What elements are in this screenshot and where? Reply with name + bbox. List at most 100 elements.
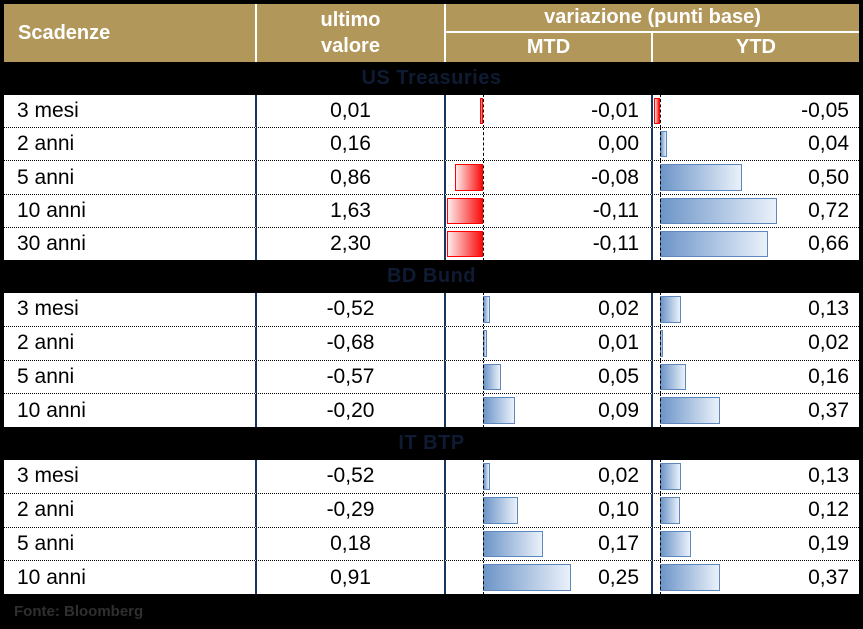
ytd-value: 0,04 — [808, 132, 849, 156]
ytd-value: 0,19 — [808, 531, 849, 555]
ytd-cell: -0,05 — [651, 95, 859, 128]
mtd-value: 0,25 — [598, 565, 639, 589]
table-row: 10 anni -0,20 0,09 0,37 — [4, 393, 859, 427]
maturity-label: 2 anni — [17, 498, 75, 522]
zero-axis-line — [660, 293, 661, 326]
mtd-cell: 0,05 — [444, 360, 651, 394]
mtd-bar — [479, 98, 483, 125]
last-value-cell: 0,18 — [255, 527, 444, 561]
table-row: 5 anni -0,57 0,05 0,16 — [4, 359, 859, 394]
zero-axis-line — [660, 227, 661, 261]
ytd-value: 0,12 — [808, 498, 849, 522]
last-value: -0,57 — [326, 364, 375, 388]
ytd-value: 0,13 — [808, 464, 849, 488]
ytd-cell: 0,13 — [651, 293, 859, 326]
table-row: 2 anni -0,68 0,01 0,02 — [4, 325, 859, 360]
ytd-cell: 0,02 — [651, 326, 859, 360]
last-value: -0,68 — [326, 331, 375, 355]
section-rows: 3 mesi -0,52 0,02 0,13 2 anni -0,29 0,10 0,12 5 … — [4, 460, 859, 594]
column-header-ultimo-valore: ultimo valore — [255, 4, 444, 62]
table-row: 3 mesi -0,52 0,02 0,13 — [4, 460, 859, 493]
table-row: 30 anni 2,30 -0,11 0,66 — [4, 226, 859, 261]
maturity-label: 10 anni — [17, 565, 86, 589]
maturity-cell: 2 anni — [4, 494, 255, 527]
maturity-label: 3 mesi — [17, 297, 79, 321]
section-band: BD Bund — [4, 260, 859, 293]
mtd-bar — [483, 564, 571, 591]
section-band: US Treasuries — [4, 62, 859, 95]
last-value-cell: 1,63 — [255, 194, 444, 227]
last-value: -0,20 — [326, 398, 375, 422]
zero-axis-line — [660, 561, 661, 594]
zero-axis-line — [483, 194, 484, 227]
section-title: IT BTP — [398, 432, 465, 454]
table-row: 10 anni 0,91 0,25 0,37 — [4, 560, 859, 594]
maturity-cell: 3 mesi — [4, 95, 255, 127]
last-value: 0,18 — [330, 531, 371, 555]
mtd-bar — [483, 496, 518, 524]
maturity-label: 2 anni — [17, 132, 75, 156]
zero-axis-line — [660, 394, 661, 427]
mtd-value: -0,11 — [592, 231, 639, 255]
maturity-cell: 10 anni — [4, 561, 255, 594]
ytd-bar — [660, 530, 691, 558]
zero-axis-line — [660, 527, 661, 561]
zero-axis-line — [660, 460, 661, 493]
zero-axis-line — [660, 95, 661, 128]
zero-axis-line — [660, 493, 661, 527]
zero-axis-line — [660, 161, 661, 194]
ytd-cell: 0,13 — [651, 460, 859, 493]
mtd-bar — [483, 530, 543, 558]
ytd-bar — [660, 296, 682, 323]
maturity-label: 10 anni — [17, 198, 86, 222]
section-title: US Treasuries — [361, 67, 502, 89]
mtd-bar — [483, 296, 490, 323]
mtd-cell: 0,17 — [444, 527, 651, 561]
ytd-bar — [660, 496, 680, 524]
last-value: 1,63 — [330, 198, 371, 222]
maturity-label: 10 anni — [17, 398, 86, 422]
table-footer: Fonte: Bloomberg — [4, 594, 859, 629]
ytd-bar — [660, 164, 742, 191]
maturity-label: 5 anni — [17, 364, 75, 388]
mtd-value: 0,05 — [598, 364, 639, 388]
ytd-value: 0,37 — [808, 565, 849, 589]
ytd-cell: 0,16 — [651, 360, 859, 394]
zero-axis-line — [483, 527, 484, 561]
maturity-cell: 5 anni — [4, 161, 255, 193]
mtd-bar — [455, 164, 483, 191]
maturity-label: 2 anni — [17, 331, 75, 355]
mtd-value: 0,02 — [598, 464, 639, 488]
zero-axis-line — [660, 326, 661, 360]
maturity-cell: 3 mesi — [4, 460, 255, 493]
mtd-cell: 0,02 — [444, 293, 651, 326]
ytd-value: 0,13 — [808, 297, 849, 321]
mtd-cell: 0,02 — [444, 460, 651, 493]
last-value-cell: -0,68 — [255, 326, 444, 360]
last-value-cell: -0,52 — [255, 460, 444, 493]
last-value-cell: -0,20 — [255, 394, 444, 427]
section-rows: 3 mesi -0,52 0,02 0,13 2 anni -0,68 0,01 0,02 5 … — [4, 293, 859, 427]
table-row: 5 anni 0,86 -0,08 0,50 — [4, 160, 859, 194]
mtd-cell: 0,09 — [444, 394, 651, 427]
mtd-bar — [483, 463, 490, 490]
mtd-bar — [483, 397, 515, 424]
ytd-cell: 0,50 — [651, 161, 859, 194]
last-value: 0,91 — [330, 565, 371, 589]
ytd-bar — [660, 197, 778, 224]
ytd-bar — [660, 463, 682, 490]
zero-axis-line — [483, 128, 484, 161]
zero-axis-line — [483, 493, 484, 527]
mtd-cell: -0,08 — [444, 161, 651, 194]
ytd-label: YTD — [736, 36, 776, 58]
mtd-cell: 0,00 — [444, 128, 651, 161]
section-rows: 3 mesi 0,01 -0,01 -0,05 2 anni 0,16 0,00 0,04 5 … — [4, 95, 859, 261]
mtd-bar — [447, 197, 483, 224]
ytd-value: 0,66 — [808, 231, 849, 255]
last-value: 2,30 — [330, 231, 371, 255]
ytd-cell: 0,19 — [651, 527, 859, 561]
table-header: Scadenze ultimo valore variazione (punti… — [4, 4, 859, 62]
mtd-cell: -0,11 — [444, 194, 651, 227]
section-band: IT BTP — [4, 427, 859, 460]
mtd-cell: 0,10 — [444, 493, 651, 527]
